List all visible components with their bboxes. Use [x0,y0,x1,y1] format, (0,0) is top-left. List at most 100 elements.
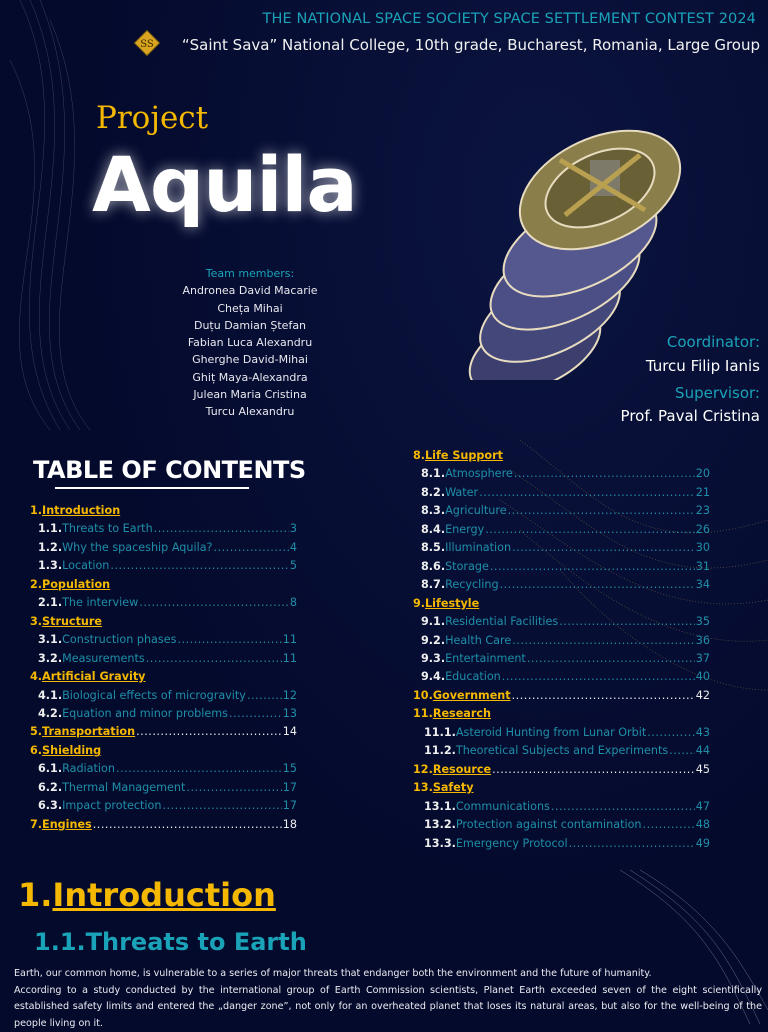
toc-entry[interactable]: 9.4.Education40 [413,668,710,686]
toc-entry-number: 5. [30,723,42,741]
toc-entry-page: 3 [290,520,297,538]
toc-entry[interactable]: 8.2.Water21 [413,484,710,502]
toc-entry[interactable]: 8.1.Atmosphere 20 [413,465,710,483]
toc-entry-number: 3.2. [38,650,62,668]
coordinator-name: Turcu Filip Ianis [646,357,760,375]
toc-entry-title: Atmosphere [445,465,513,483]
contest-title: THE NATIONAL SPACE SOCIETY SPACE SETTLEM… [263,11,756,27]
toc-title-underline [55,487,249,489]
toc-entry[interactable]: 2.Population [30,576,297,594]
toc-entry-title: Thermal Management [62,779,185,797]
toc-entry[interactable]: 9.3.Entertainment37 [413,650,710,668]
intro-paragraph: Earth, our common home, is vulnerable to… [14,966,762,1032]
toc-entry-title: Location [62,557,109,575]
dot-leader [512,632,694,650]
toc-entry[interactable]: 4.2.Equation and minor problems13 [30,705,297,723]
toc-entry[interactable]: 1.3.Location5 [30,557,297,575]
dot-leader [502,668,695,686]
team-member: Cheța Mihai [160,300,340,317]
toc-entry-title: Recycling [445,576,498,594]
toc-entry-number: 13.2. [424,816,456,834]
toc-entry[interactable]: 6.1.Radiation15 [30,760,297,778]
toc-entry[interactable]: 3.Structure [30,613,297,631]
supervisor-name: Prof. Paval Cristina [621,407,760,425]
toc-entry-title: The interview [62,594,138,612]
toc-entry[interactable]: 2.1.The interview8 [30,594,297,612]
toc-entry-title: Communications [456,798,550,816]
toc-entry-page: 31 [696,558,710,576]
toc-entry[interactable]: 8.6.Storage31 [413,558,710,576]
dot-leader [643,816,695,834]
toc-entry-page: 13 [283,705,297,723]
dot-leader [500,576,695,594]
dot-leader [512,687,695,705]
toc-entry-title: Measurements [62,650,145,668]
toc-entry-title: Transportation [42,723,135,741]
toc-entry[interactable]: 9.2.Health Care36 [413,632,710,650]
toc-entry[interactable]: 1.2.Why the spaceship Aquila?4 [30,539,297,557]
toc-entry[interactable]: 3.2.Measurements11 [30,650,297,668]
toc-entry[interactable]: 3.1.Construction phases11 [30,631,297,649]
toc-entry[interactable]: 9.1.Residential Facilities35 [413,613,710,631]
toc-entry[interactable]: 8.3.Agriculture23 [413,502,710,520]
paragraph-line: According to a study conducted by the in… [14,983,762,1032]
toc-entry-title: Life Support [425,447,503,465]
toc-entry[interactable]: 12.Resource45 [413,761,710,779]
toc-entry-number: 9. [413,595,425,613]
toc-entry[interactable]: 1.Introduction [30,502,297,520]
project-name: Aquila [92,140,357,229]
toc-entry-page: 20 [696,465,710,483]
dot-leader [177,631,281,649]
toc-entry-number: 8.1. [421,465,445,483]
toc-entry[interactable]: 4.Artificial Gravity [30,668,297,686]
toc-entry[interactable]: 10.Government42 [413,687,710,705]
toc-entry[interactable]: 8.7.Recycling 34 [413,576,710,594]
toc-entry-number: 11.1. [424,724,456,742]
toc-entry-number: 8.3. [421,502,445,520]
toc-entry-number: 8.7. [421,576,445,594]
toc-entry-title: Health Care [445,632,511,650]
toc-entry-number: 1.3. [38,557,62,575]
toc-entry[interactable]: 4.1.Biological effects of microgravity12 [30,687,297,705]
toc-entry-number: 11. [413,705,433,723]
toc-entry[interactable]: 11.1.Asteroid Hunting from Lunar Orbit43 [413,724,710,742]
toc-entry[interactable]: 13.Safety [413,779,710,797]
toc-entry[interactable]: 8.Life Support [413,447,710,465]
toc-entry-number: 13. [413,779,433,797]
toc-entry[interactable]: 6.Shielding [30,742,297,760]
dot-leader [214,539,289,557]
toc-entry-number: 6.3. [38,797,62,815]
toc-entry[interactable]: 6.3.Impact protection17 [30,797,297,815]
toc-entry[interactable]: 13.3.Emergency Protocol49 [413,835,710,853]
dot-leader [559,613,695,631]
toc-entry-page: 34 [696,576,710,594]
dot-leader [247,687,282,705]
toc-entry[interactable]: 8.5.Illumination30 [413,539,710,557]
toc-entry[interactable]: 7.Engines18 [30,816,297,834]
toc-entry-number: 12. [413,761,433,779]
toc-entry[interactable]: 1.1.Threats to Earth3 [30,520,297,538]
dot-leader [512,539,695,557]
toc-entry[interactable]: 8.4.Energy26 [413,521,710,539]
toc-entry[interactable]: 11.2.Theoretical Subjects and Experiment… [413,742,710,760]
toc-entry-number: 4. [30,668,42,686]
dot-leader [492,761,695,779]
toc-entry[interactable]: 9.Lifestyle [413,595,710,613]
toc-entry-number: 13.3. [424,835,456,853]
section-heading-introduction: 1.Introduction [18,876,276,914]
toc-entry[interactable]: 11.Research [413,705,710,723]
toc-entry-number: 8.5. [421,539,445,557]
toc-entry-number: 2.1. [38,594,62,612]
toc-entry[interactable]: 13.2.Protection against contamination48 [413,816,710,834]
toc-entry[interactable]: 5.Transportation14 [30,723,297,741]
toc-entry-page: 44 [696,742,710,760]
toc-entry[interactable]: 6.2.Thermal Management17 [30,779,297,797]
toc-entry[interactable]: 13.1.Communications47 [413,798,710,816]
team-member: Andronea David Macarie [160,282,340,299]
dot-leader [186,779,281,797]
toc-entry-title: Artificial Gravity [42,668,145,686]
college-subtitle: “Saint Sava” National College, 10th grad… [182,36,760,54]
svg-text:SS: SS [140,39,154,50]
project-label: Project [96,100,208,136]
toc-entry-number: 4.2. [38,705,62,723]
